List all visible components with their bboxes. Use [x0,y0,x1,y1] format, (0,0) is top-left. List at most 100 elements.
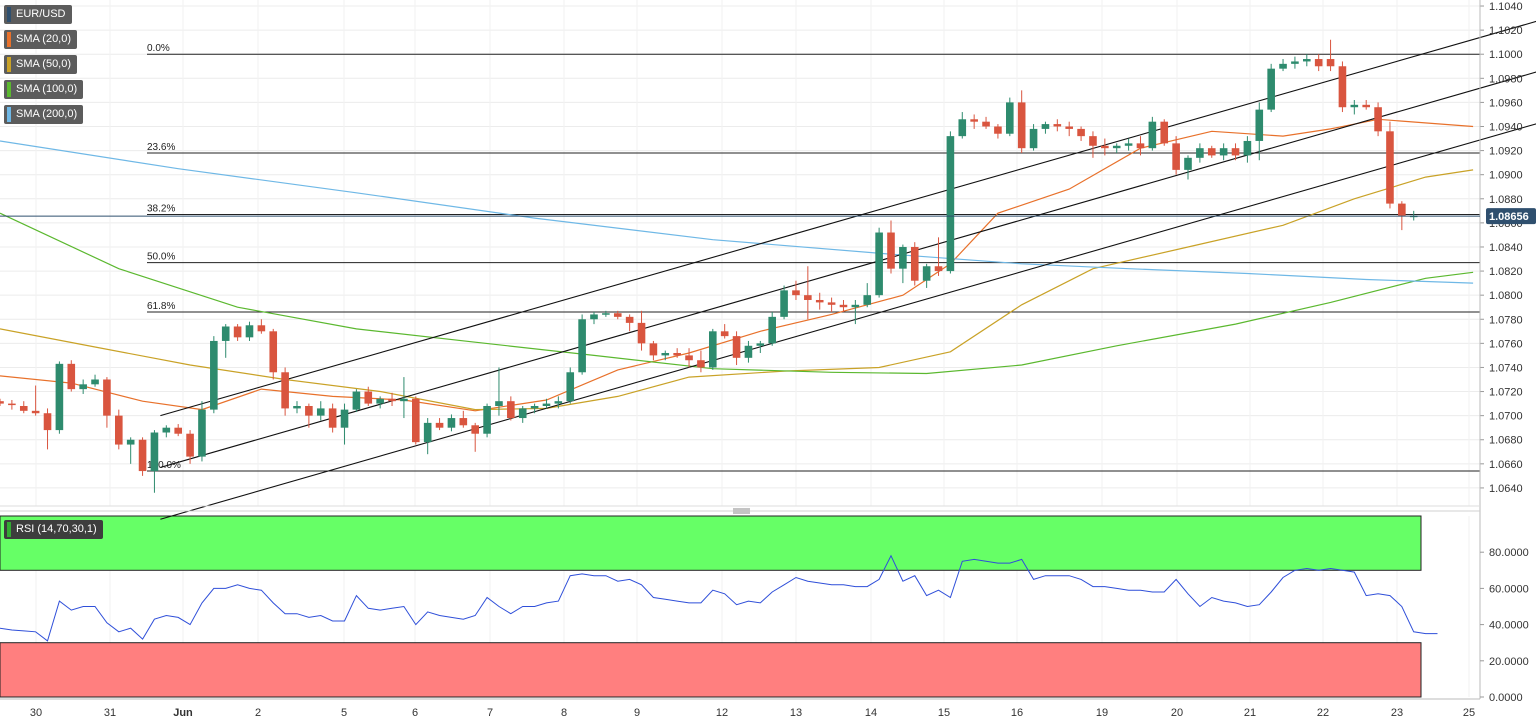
current-price-badge [1486,208,1536,225]
candle [1255,102,1264,161]
candle-body [768,316,776,344]
candle [922,263,931,288]
candle-body [804,295,812,300]
legend-sma-20[interactable]: SMA (20,0) [4,30,78,49]
candle-body [1362,104,1370,108]
candle [827,297,836,313]
pane-divider[interactable] [0,508,1480,514]
candle [1029,124,1038,151]
candle [293,401,301,414]
candle [875,227,883,298]
candle [495,367,503,416]
candle [590,312,598,325]
candle [79,379,87,394]
candle [697,350,705,373]
candle-body [602,313,610,315]
candle [578,314,586,375]
candle-body [625,316,634,323]
rsi-swatch [7,522,11,537]
price-tick-label: 1.0960 [1489,97,1523,109]
candle-body [1338,66,1347,108]
candle [1231,143,1240,161]
date-tick-label: 6 [412,707,418,719]
candle-body [732,336,741,358]
date-tick-label: 13 [790,707,802,719]
date-tick-label: 2 [255,707,261,719]
candle-body [922,266,931,281]
candle-body [1207,148,1216,156]
sma-200-swatch [7,107,11,122]
candle-body [887,232,895,269]
symbol-label[interactable]: EUR/USD [4,5,72,24]
price-tick-label: 1.0900 [1489,170,1523,182]
candle [245,321,254,341]
candle-body [376,398,384,404]
candle-body [1065,126,1073,129]
candle [507,396,515,421]
fib-level-label: 38.2% [147,203,175,214]
candle-body [352,391,361,410]
candle [1017,90,1026,154]
candle [447,414,456,432]
candle [8,399,16,410]
candle-body [1006,102,1014,134]
date-tick-label: Jun [173,707,193,719]
candle [613,310,622,320]
candle-body [221,326,230,341]
candle-body [1398,203,1406,216]
price-tick-label: 1.0820 [1489,266,1523,278]
sma-20-label: SMA (20,0) [16,33,72,45]
legend-sma-100[interactable]: SMA (100,0) [4,80,84,99]
fib-level-label: 100.0% [147,460,181,471]
candle [281,367,289,416]
candle-body [1172,143,1180,170]
candle-body [495,401,503,407]
candle-body [412,398,420,443]
date-tick-label: 16 [1011,707,1023,719]
candle [530,403,539,414]
candle [780,285,788,320]
candle-body [1124,143,1133,146]
candle-body [875,232,883,296]
date-tick-label: 5 [341,707,347,719]
candle-body [720,331,729,337]
candle-body [186,433,194,457]
legend-rsi[interactable]: RSI (14,70,30,1) [4,520,103,539]
candle-body [507,401,515,419]
candle-body [1243,140,1252,156]
candle-body [697,360,705,368]
candle [233,324,242,341]
candle [946,131,955,274]
candle-body [79,384,87,390]
candle-body [542,403,551,407]
candle-body [31,410,40,414]
candle [1243,136,1252,163]
legend-sma-200[interactable]: SMA (200,0) [4,105,84,124]
date-tick-label: 21 [1244,707,1256,719]
price-tick-label: 1.0660 [1489,459,1523,471]
candle [1196,143,1204,163]
candle-body [1053,124,1062,127]
candle [1279,59,1287,72]
fib-level-label: 61.8% [147,301,175,312]
candle-body [1350,104,1359,108]
price-tick-label: 1.0840 [1489,242,1523,254]
candle-body [744,345,753,358]
candle [1112,143,1121,154]
candle [910,242,919,286]
candle [1160,119,1169,146]
candle-body [910,246,919,281]
candle [19,401,28,414]
rsi-tick-label: 0.0000 [1489,692,1523,704]
candle-body [1196,148,1204,158]
candle-body [1279,63,1287,69]
candle [1338,61,1347,113]
candle-body [590,314,598,320]
candle-body [471,425,479,434]
candle-body [792,290,800,296]
date-tick-label: 19 [1096,707,1108,719]
candle-body [1219,148,1228,156]
legend-sma-50[interactable]: SMA (50,0) [4,55,78,74]
price-tick-label: 1.0740 [1489,362,1523,374]
